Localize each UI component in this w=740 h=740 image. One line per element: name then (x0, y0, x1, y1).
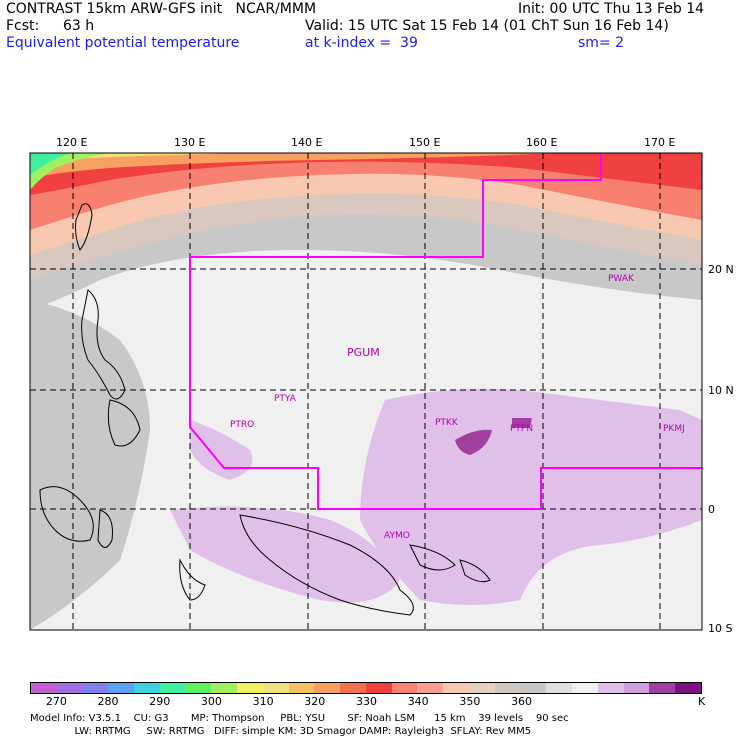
color-swatch (56, 683, 83, 693)
color-swatch (82, 683, 109, 693)
color-swatch (597, 683, 624, 693)
color-swatch (108, 683, 135, 693)
lon-label-120: 120 E (56, 136, 88, 149)
color-swatch (314, 683, 341, 693)
color-scale-tick-label: 310 (252, 695, 274, 708)
station-label: PTKK (435, 418, 458, 428)
lat-label-0: 0 (708, 503, 715, 516)
color-swatch (675, 683, 701, 693)
station-label: PTRO (230, 420, 255, 430)
station-label: PTPN (510, 424, 534, 434)
color-scale-bar (30, 682, 702, 694)
lon-label-150: 150 E (409, 136, 441, 149)
color-scale-unit: K (698, 695, 706, 708)
color-swatch (185, 683, 212, 693)
color-scale-tick-label: 350 (459, 695, 481, 708)
level-index: at k-index = 39 (305, 35, 418, 51)
color-swatch (31, 683, 57, 693)
color-swatch (211, 683, 238, 693)
color-scale-tick-label: 320 (304, 695, 326, 708)
lat-label-10s: 10 S (708, 622, 733, 635)
color-swatch (572, 683, 598, 693)
lat-label-20n: 20 N (708, 263, 734, 276)
color-swatch (623, 683, 650, 693)
station-label: PGUM (347, 346, 380, 359)
map-frame (29, 152, 703, 631)
color-scale-tick-label: 300 (200, 695, 222, 708)
station-label: PKMJ (663, 424, 685, 434)
model-title: CONTRAST 15km ARW-GFS init NCAR/MMM (6, 1, 317, 17)
coastlines (39, 203, 491, 616)
station-label: PWAK (608, 274, 634, 284)
color-swatch (262, 683, 289, 693)
color-swatch (365, 683, 392, 693)
color-swatch (288, 683, 315, 693)
color-scale-tick-label: 330 (356, 695, 377, 708)
color-scale-ticks: 270 280 290 300 310 320 330 340 350 360 (30, 695, 702, 709)
model-info-line2: LW: RRTMG SW: RRTMG DIFF: simple KM: 3D … (30, 726, 532, 737)
forecast-label: Fcst: (6, 18, 40, 34)
color-swatch (546, 683, 573, 693)
color-swatch (443, 683, 470, 693)
lat-label-10n: 10 N (708, 384, 734, 397)
color-scale-tick-label: 340 (407, 695, 429, 708)
field-name: Equivalent potential temperature (6, 35, 240, 51)
color-swatch (134, 683, 160, 693)
color-scale-tick-label: 290 (149, 695, 171, 708)
color-swatch (237, 683, 263, 693)
color-swatch (391, 683, 418, 693)
valid-time: Valid: 15 UTC Sat 15 Feb 14 (01 ChT Sun … (305, 18, 669, 34)
color-swatch (417, 683, 444, 693)
init-time: Init: 00 UTC Thu 13 Feb 14 (518, 1, 705, 17)
color-swatch (494, 683, 521, 693)
smoothing: sm= 2 (578, 35, 625, 51)
color-swatch (340, 683, 366, 693)
color-scale-tick-label: 360 (511, 695, 533, 708)
theta-e-field (30, 153, 702, 630)
color-scale-tick-label: 280 (97, 695, 119, 708)
color-swatch (649, 683, 676, 693)
region-boundary (189, 153, 702, 510)
station-label: AYMO (384, 531, 410, 541)
lon-label-170: 170 E (644, 136, 676, 149)
color-swatch (159, 683, 186, 693)
color-swatch (520, 683, 547, 693)
lon-label-140: 140 E (291, 136, 323, 149)
model-info-line1: Model Info: V3.5.1 CU: G3 MP: Thompson P… (30, 713, 569, 724)
color-swatch (469, 683, 495, 693)
lon-label-160: 160 E (526, 136, 558, 149)
forecast-hour: 63 h (63, 18, 95, 34)
lon-label-130: 130 E (174, 136, 206, 149)
color-scale-tick-label: 270 (45, 695, 67, 708)
station-label: PTYA (274, 394, 296, 404)
